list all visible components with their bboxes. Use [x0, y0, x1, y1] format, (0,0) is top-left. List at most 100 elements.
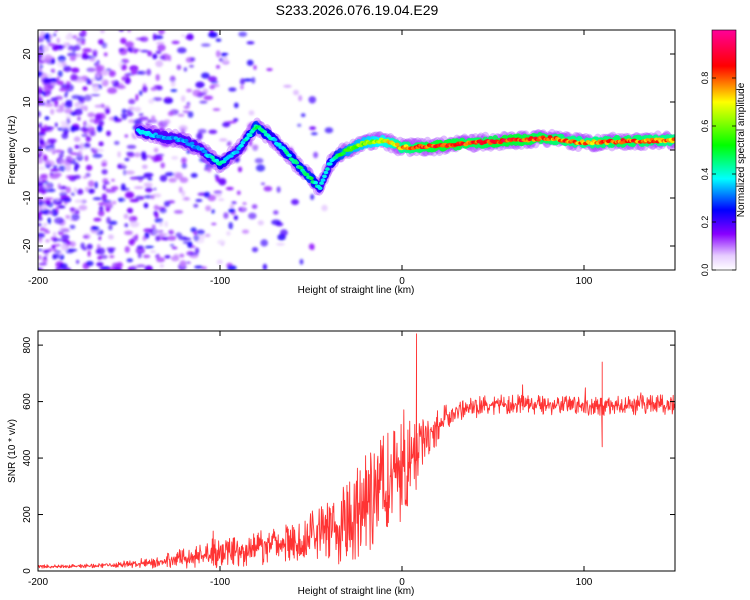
noise-blob: [95, 148, 104, 152]
noise-blob: [119, 82, 124, 89]
noise-blob: [38, 135, 45, 139]
noise-blob: [170, 255, 180, 262]
noise-blob: [38, 262, 47, 266]
noise-blob: [79, 147, 87, 151]
noise-blob: [40, 226, 46, 231]
ridge-core: [323, 170, 329, 175]
noise-blob: [186, 101, 191, 107]
noise-blob: [74, 44, 81, 51]
noise-blob: [59, 159, 67, 165]
noise-blob: [69, 161, 76, 165]
noise-blob: [190, 173, 198, 178]
noise-blob: [50, 78, 58, 82]
noise-blob: [38, 124, 42, 128]
noise-blob: [38, 158, 44, 164]
noise-blob: [42, 155, 48, 162]
noise-blob: [131, 132, 135, 138]
noise-blob: [152, 33, 157, 41]
noise-blob: [207, 76, 218, 82]
noise-blob: [226, 231, 231, 236]
y-tick-label: 0: [22, 147, 33, 153]
noise-blob: [38, 232, 45, 238]
noise-blob: [57, 205, 66, 209]
noise-blob: [236, 190, 241, 195]
noise-blob: [129, 221, 140, 228]
noise-blob: [121, 58, 130, 64]
y-tick-label: -10: [22, 190, 33, 205]
x-tick-label: -200: [28, 577, 48, 588]
noise-blob: [196, 132, 203, 140]
noise-blob: [101, 42, 108, 49]
noise-blob: [90, 147, 95, 152]
noise-blob: [81, 134, 88, 137]
noise-blob: [91, 93, 100, 97]
ridge-core: [234, 150, 240, 154]
noise-blob: [179, 260, 187, 267]
noise-blob: [38, 205, 42, 212]
noise-blob: [46, 100, 50, 104]
noise-blob: [85, 135, 92, 142]
noise-blob: [38, 86, 43, 94]
noise-blob: [151, 194, 155, 200]
noise-blob: [43, 222, 48, 227]
noise-blob: [152, 97, 163, 101]
noise-blob: [117, 151, 121, 158]
ridge-core: [671, 137, 675, 141]
noise-blob: [107, 234, 114, 240]
noise-blob: [155, 74, 160, 81]
noise-blob: [93, 62, 98, 67]
noise-blob: [58, 153, 64, 158]
noise-blob: [218, 198, 225, 201]
noise-blob: [170, 88, 178, 93]
noise-blob: [38, 70, 42, 78]
noise-blob: [102, 184, 106, 191]
ridge-core: [394, 142, 400, 147]
snr-xlabel: Height of straight line (km): [298, 586, 415, 597]
noise-blob: [71, 192, 75, 196]
noise-blob: [173, 210, 184, 214]
noise-blob: [81, 31, 87, 34]
ridge-core: [319, 181, 324, 185]
noise-blob: [233, 215, 238, 221]
noise-blob: [141, 164, 148, 169]
noise-blob: [142, 254, 151, 259]
noise-blob: [129, 176, 138, 180]
noise-blob: [190, 227, 197, 233]
noise-blob: [167, 111, 174, 117]
noise-blob: [65, 81, 71, 85]
x-tick-label: -100: [210, 577, 230, 588]
noise-blob: [217, 239, 226, 245]
noise-blob: [121, 76, 126, 81]
noise-blob: [38, 110, 42, 118]
noise-blob: [106, 189, 116, 193]
ridge-core: [287, 153, 292, 158]
noise-blob: [65, 90, 69, 95]
noise-blob: [50, 68, 56, 74]
noise-blob: [103, 52, 108, 57]
noise-blob: [38, 237, 43, 241]
noise-blob: [106, 130, 111, 137]
noise-blob: [276, 186, 281, 193]
noise-blob: [253, 65, 257, 70]
noise-blob: [96, 262, 104, 267]
noise-blob: [186, 88, 193, 93]
noise-blob: [67, 147, 73, 155]
noise-blob: [251, 77, 256, 84]
colorbar-label: Normalized spectral amplitude: [736, 82, 747, 217]
noise-blob: [193, 234, 200, 242]
noise-blob: [117, 163, 122, 169]
noise-blob: [61, 229, 70, 233]
noise-blob: [54, 250, 61, 253]
snr-panel: -200 -100 0 100 0 200 400 600 800 Height of stra…: [7, 330, 676, 597]
noise-blob: [299, 258, 304, 265]
snr-ticks: -200 -100 0 100 0 200 400 600 800: [22, 331, 675, 588]
noise-blob: [80, 40, 86, 45]
noise-blob: [96, 124, 103, 133]
noise-blob: [229, 204, 235, 209]
noise-blob: [86, 123, 93, 129]
noise-blob: [241, 229, 250, 234]
noise-blob: [157, 44, 166, 52]
noise-blob: [308, 96, 317, 104]
noise-blob: [133, 186, 144, 190]
